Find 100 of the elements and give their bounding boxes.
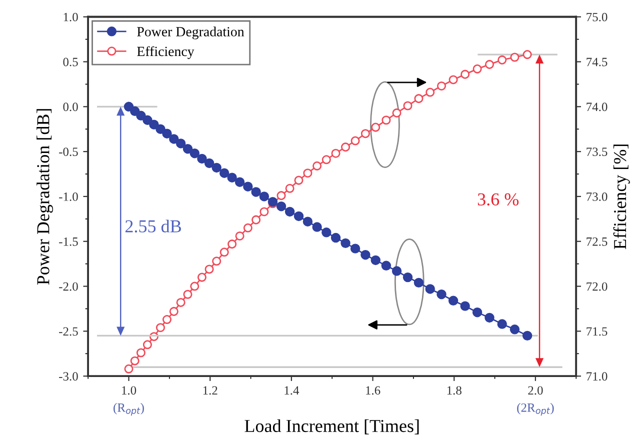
point [472, 64, 482, 74]
point [243, 182, 253, 192]
point [182, 144, 193, 154]
point [522, 50, 532, 60]
point [169, 306, 178, 316]
x-tick-label: 1.8 [447, 386, 462, 395]
point [484, 312, 494, 323]
point [370, 255, 380, 266]
point [484, 60, 494, 69]
y2-tick-label: 71.5 [586, 327, 608, 336]
point [227, 172, 237, 182]
annotation: 3.6 % [478, 193, 519, 206]
y2-axis-title: Efficiency [%] [613, 144, 630, 250]
point [294, 211, 304, 222]
y2-tick-label: 72.0 [586, 282, 608, 291]
point [510, 52, 520, 62]
point [162, 128, 172, 138]
point [472, 307, 482, 318]
point [392, 108, 402, 118]
x-tick-label: 1.0 [122, 386, 136, 395]
point [436, 81, 446, 91]
point [142, 340, 152, 350]
point [414, 278, 424, 288]
point [149, 120, 159, 130]
y2-tick-label: 74.5 [586, 58, 608, 66]
point [156, 323, 165, 332]
y-tick-label: 1.0 [64, 12, 78, 22]
point [322, 155, 331, 164]
point [381, 260, 392, 270]
point [350, 136, 360, 146]
point [340, 238, 350, 248]
point [371, 122, 380, 132]
point [436, 290, 446, 300]
point [197, 272, 206, 282]
y-tick-label: -0.5 [59, 148, 78, 156]
point [136, 110, 146, 120]
y2-tick-label: 73.5 [586, 148, 608, 156]
point [322, 228, 332, 238]
point [341, 142, 350, 152]
y2-tick-label: 73.0 [586, 192, 608, 201]
point [124, 364, 134, 374]
point [276, 191, 286, 200]
point [176, 138, 186, 148]
point [142, 115, 152, 125]
point [448, 75, 458, 84]
y-axis-title: Power Degradation [dB] [36, 109, 54, 285]
legend-label: Power Degradation [137, 26, 244, 40]
point [460, 301, 470, 311]
point [497, 319, 507, 329]
x-tick-label: 1.4 [284, 386, 300, 395]
point [284, 206, 295, 217]
point [460, 70, 470, 79]
point [522, 330, 532, 341]
point [183, 290, 192, 299]
point [303, 168, 312, 178]
point [414, 94, 424, 104]
point [330, 232, 341, 243]
y-tick-label: -2.5 [59, 327, 78, 336]
point [176, 298, 186, 307]
point [156, 124, 166, 134]
point [294, 176, 304, 185]
y2-tick-label: 71.0 [586, 372, 608, 381]
point [130, 356, 140, 366]
point [234, 177, 245, 187]
point [228, 240, 237, 249]
point [312, 161, 322, 170]
point [302, 216, 313, 226]
point [251, 187, 261, 197]
point [402, 272, 413, 282]
point [204, 158, 214, 168]
point [425, 284, 435, 294]
point [331, 148, 340, 158]
x-tick-label: 1.6 [366, 386, 380, 395]
point [220, 248, 229, 257]
x-tick-label: 2.0 [528, 386, 543, 395]
x-axis-title: Load Increment [Times] [244, 419, 419, 434]
point [243, 223, 252, 232]
point [204, 264, 214, 274]
y2-tick-label: 75.0 [586, 12, 608, 22]
point [448, 296, 458, 306]
point [259, 192, 270, 202]
y-tick-label: 0.0 [63, 102, 78, 112]
point [219, 168, 230, 178]
x-tick-label: 1.2 [203, 386, 218, 395]
y-tick-label: 0.5 [63, 58, 78, 66]
point [392, 266, 402, 276]
point [285, 184, 294, 193]
point [426, 88, 435, 97]
point [212, 256, 222, 266]
point [260, 207, 269, 216]
point [360, 250, 370, 260]
y2-tick-label: 74.0 [586, 102, 608, 112]
point [252, 215, 261, 224]
point [162, 315, 172, 324]
point [360, 129, 370, 138]
point [169, 134, 179, 144]
y-tick-label: -3.0 [59, 372, 78, 381]
point [350, 244, 360, 254]
point [510, 324, 520, 334]
y-tick-label: -1.0 [59, 192, 78, 201]
